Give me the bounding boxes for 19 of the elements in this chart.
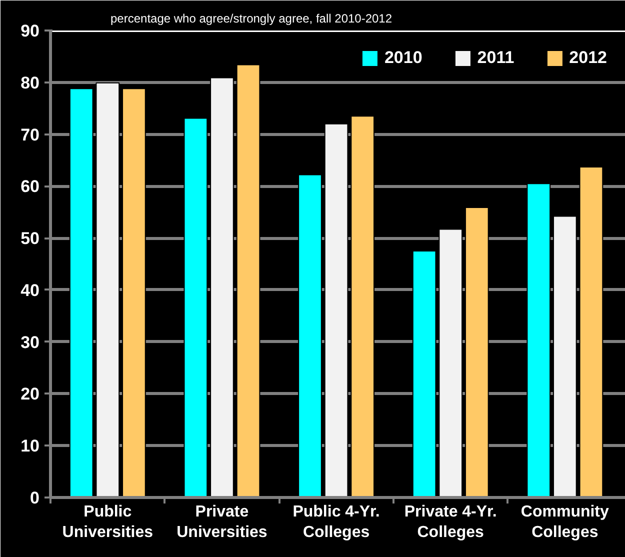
x-tick-label: Public 4-Yr. Colleges [292,504,380,541]
legend-label: 2012 [569,48,607,68]
y-tick-label: 70 [20,125,40,144]
y-tick-label: 80 [20,73,40,92]
y-tick-label: 30 [20,332,40,352]
y-tick-label: 20 [20,384,40,404]
x-tick-label: Public Universities [62,504,154,541]
y-tick-label: 0 [30,488,40,508]
y-tick-label: 90 [20,22,40,40]
y-tick-label: 10 [20,436,40,456]
legend-label: 2011 [477,48,514,68]
x-tick-label: Community Colleges [520,504,610,541]
y-tick-label: 50 [20,229,40,248]
x-tick-label: Private Universities [176,504,268,541]
chart-title: percentage who agree/strongly agree, fall 2010-2012 [110,12,392,26]
y-tick-label: 40 [20,280,40,300]
legend-label: 2010 [384,48,422,68]
x-tick-label: Private 4-Yr. Colleges [404,504,497,541]
y-tick-label: 60 [20,177,40,196]
